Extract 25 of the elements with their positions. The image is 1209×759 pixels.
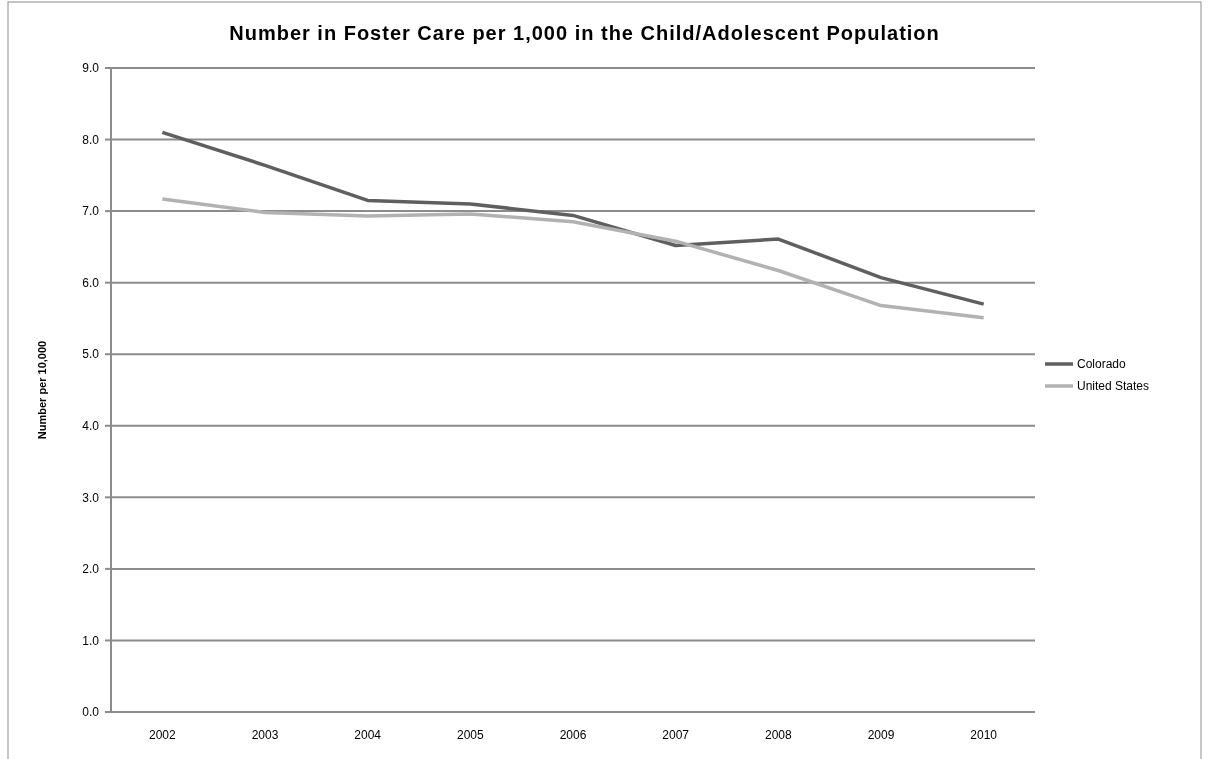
y-tick-label: 9.0: [82, 61, 100, 76]
y-tick-label: 2.0: [82, 562, 100, 577]
x-tick-label: 2005: [456, 728, 484, 742]
line-series: [160, 130, 986, 306]
y-tick-label: 4.0: [82, 418, 100, 433]
x-tick-label: 2002: [148, 728, 176, 742]
x-tick-label: 2004: [354, 728, 382, 742]
x-tick-label: 2006: [559, 728, 587, 742]
x-tick-label: 2009: [867, 728, 895, 742]
line-series: [160, 197, 986, 320]
x-tick-label: 2007: [662, 728, 690, 742]
legend-label: Colorado: [1077, 357, 1127, 372]
y-tick-label: 1.0: [82, 633, 100, 648]
x-tick-label: 2003: [251, 728, 279, 742]
y-tick-label: 6.0: [82, 275, 100, 290]
chart-title: Number in Foster Care per 1,000 in the Child/Adolescent Population: [229, 22, 940, 44]
y-axis-title: Number per 10,000: [36, 340, 48, 440]
legend-label: United States: [1077, 379, 1150, 394]
y-tick-label: 3.0: [82, 490, 100, 505]
y-tick-label: 5.0: [82, 347, 100, 362]
y-tick-label: 7.0: [82, 204, 100, 219]
y-tick-label: 8.0: [82, 132, 100, 147]
y-tick-label: 0.0: [82, 705, 100, 720]
x-tick-label: 2010: [970, 728, 998, 742]
x-tick-label: 2008: [764, 728, 792, 742]
